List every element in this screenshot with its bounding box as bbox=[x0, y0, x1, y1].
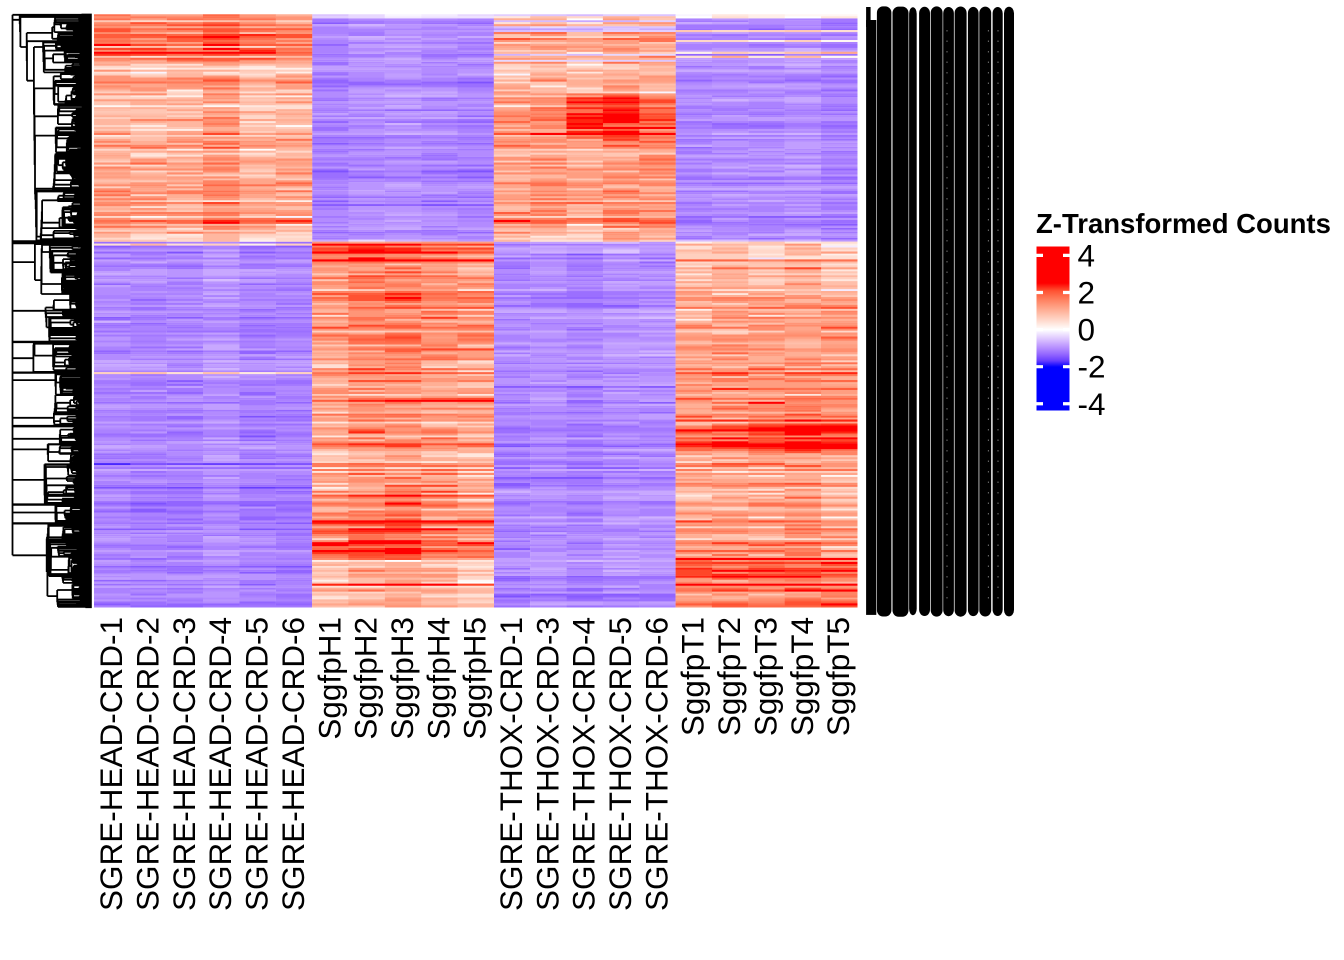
svg-text:SGRE-THOX-CRD-1: SGRE-THOX-CRD-1 bbox=[493, 617, 529, 911]
svg-text:SGRE-THOX-CRD-5: SGRE-THOX-CRD-5 bbox=[602, 617, 638, 911]
svg-text:SggfpT1: SggfpT1 bbox=[675, 617, 711, 736]
svg-text:SGRE-THOX-CRD-6: SGRE-THOX-CRD-6 bbox=[638, 617, 674, 911]
svg-text:SGRE-HEAD-CRD-5: SGRE-HEAD-CRD-5 bbox=[239, 617, 275, 911]
svg-text:SggfpH2: SggfpH2 bbox=[348, 617, 384, 740]
svg-text:SggfpH4: SggfpH4 bbox=[420, 617, 456, 740]
svg-text:-4: -4 bbox=[1078, 386, 1106, 422]
svg-text:-2: -2 bbox=[1078, 349, 1106, 385]
svg-text:SggfpH5: SggfpH5 bbox=[457, 617, 493, 740]
svg-text:SggfpT2: SggfpT2 bbox=[711, 617, 747, 736]
svg-text:4: 4 bbox=[1078, 237, 1096, 273]
svg-text:0: 0 bbox=[1078, 312, 1096, 348]
svg-text:SGRE-THOX-CRD-4: SGRE-THOX-CRD-4 bbox=[566, 617, 602, 911]
svg-text:SggfpT4: SggfpT4 bbox=[784, 617, 820, 736]
svg-text:SggfpH3: SggfpH3 bbox=[384, 617, 420, 740]
svg-text:Z-Transformed Counts: Z-Transformed Counts bbox=[1036, 208, 1331, 239]
svg-text:SggfpH1: SggfpH1 bbox=[311, 617, 347, 740]
svg-text:SGRE-HEAD-CRD-1: SGRE-HEAD-CRD-1 bbox=[93, 617, 129, 911]
svg-text:SGRE-HEAD-CRD-4: SGRE-HEAD-CRD-4 bbox=[202, 617, 238, 911]
svg-text:SGRE-HEAD-CRD-3: SGRE-HEAD-CRD-3 bbox=[166, 617, 202, 911]
svg-text:SGRE-THOX-CRD-3: SGRE-THOX-CRD-3 bbox=[529, 617, 565, 911]
svg-text:SggfpT5: SggfpT5 bbox=[820, 617, 856, 736]
svg-text:2: 2 bbox=[1078, 275, 1096, 311]
svg-text:SGRE-HEAD-CRD-6: SGRE-HEAD-CRD-6 bbox=[275, 617, 311, 911]
svg-text:SGRE-HEAD-CRD-2: SGRE-HEAD-CRD-2 bbox=[130, 617, 166, 911]
svg-text:SggfpT3: SggfpT3 bbox=[747, 617, 783, 736]
